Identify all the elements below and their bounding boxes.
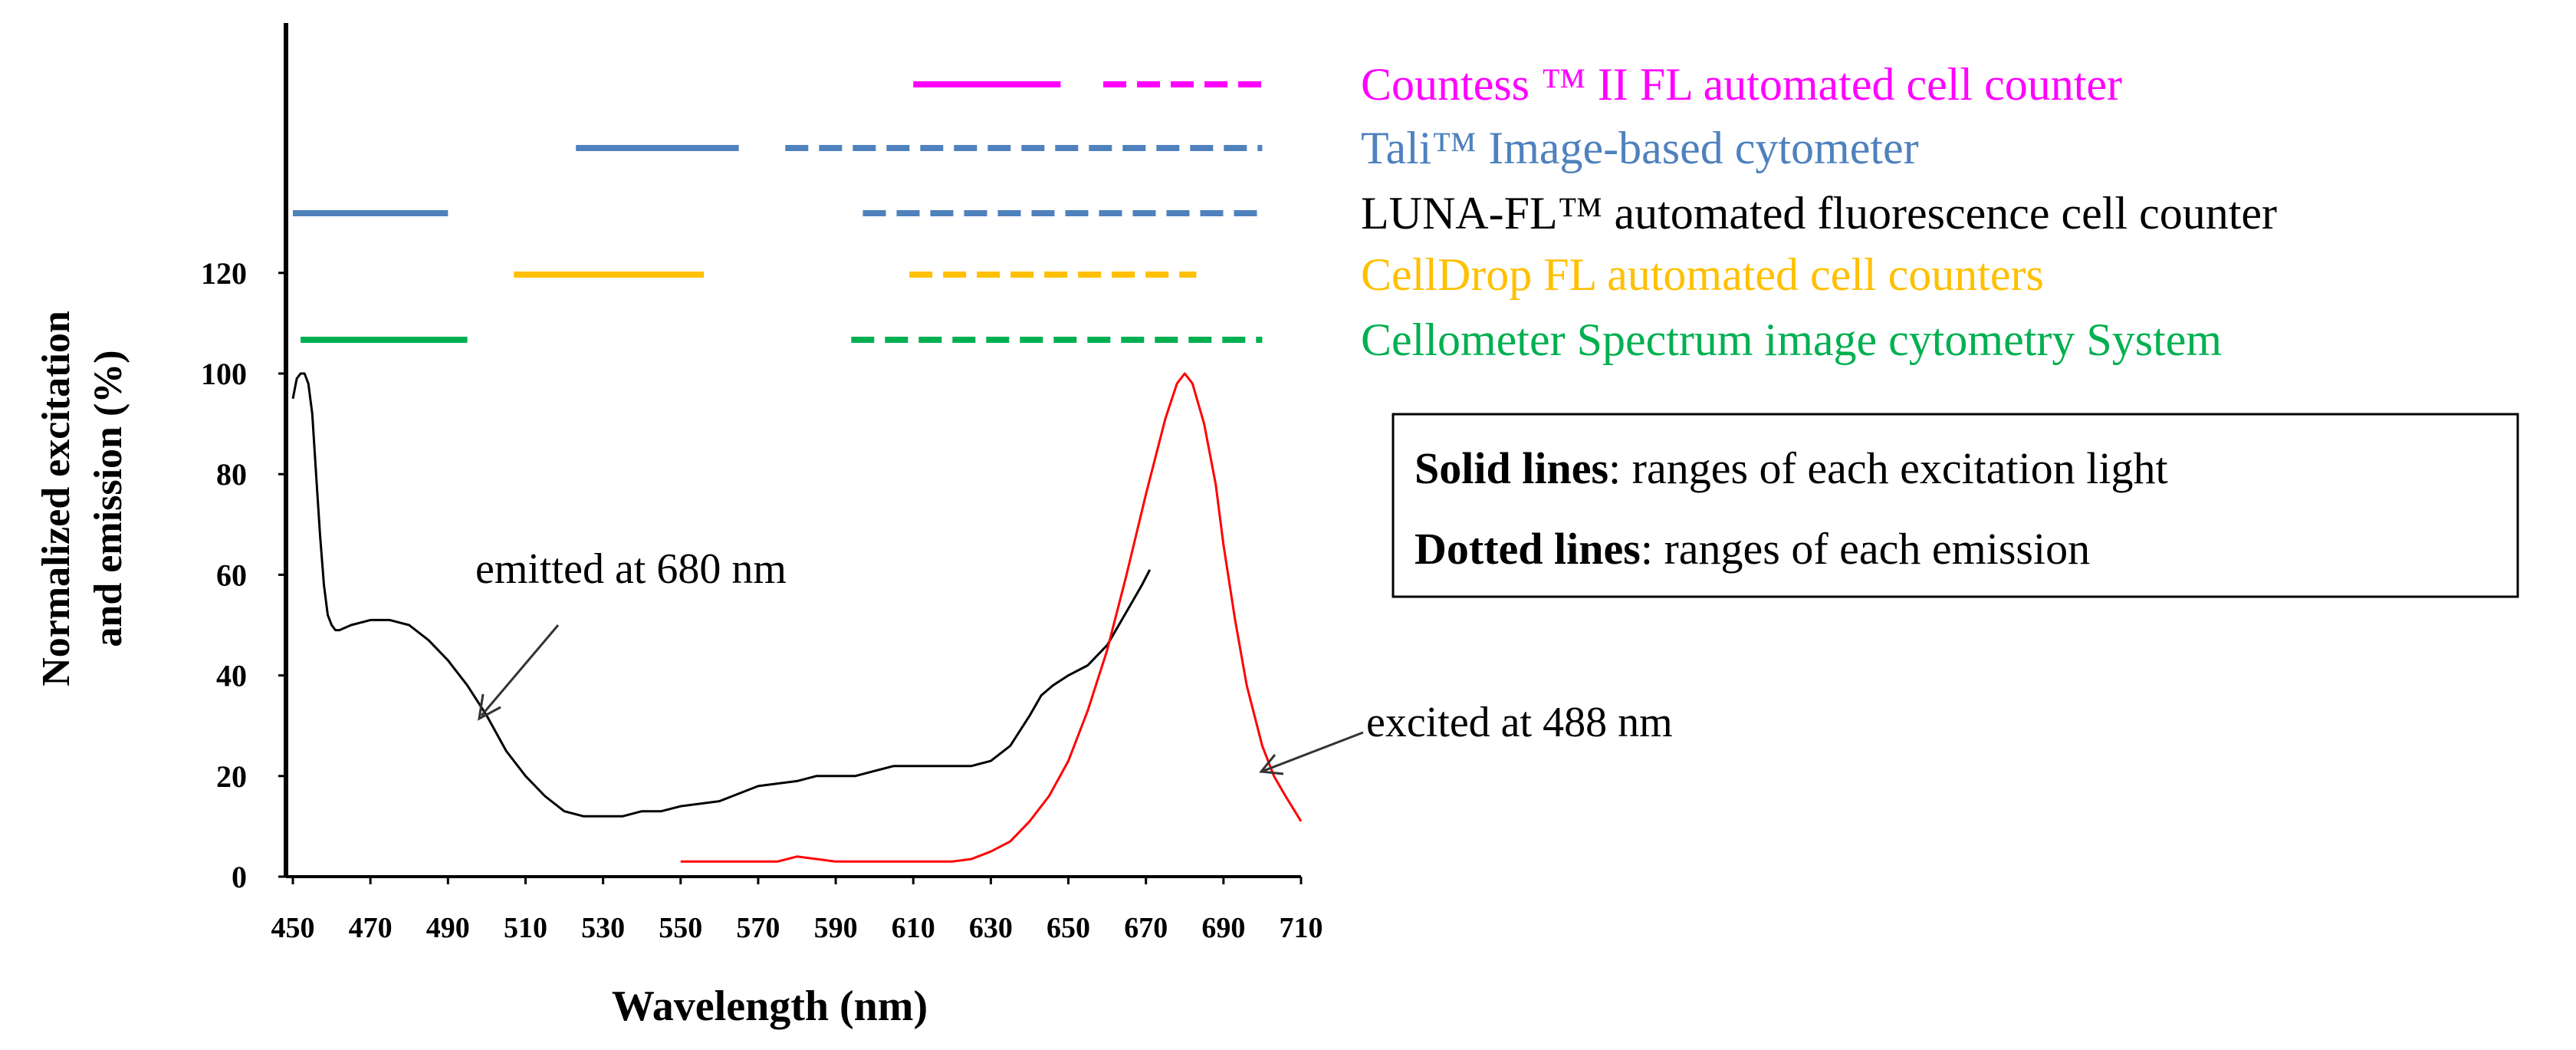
emission-curve	[680, 372, 1303, 863]
y-tick-label: 0	[232, 860, 247, 894]
excitation-curve	[291, 372, 1152, 818]
note-solid-line: Solid lines: ranges of each excitation l…	[1414, 443, 2168, 493]
note-solid-bold: Solid lines	[1414, 443, 1608, 493]
y-axis-label-line-1: Normalized excitation	[34, 311, 78, 686]
x-tick-label: 470	[349, 912, 393, 944]
y-tick-label: 80	[216, 457, 247, 492]
arrow-emitted	[478, 624, 560, 721]
range-legend-label: CellDrop FL automated cell counters	[1361, 249, 2044, 300]
x-tick-label: 510	[504, 912, 547, 944]
range-legend-label: Tali™ Image-based cytometer	[1361, 123, 1919, 173]
annotation-emitted: emitted at 680 nm	[475, 545, 787, 593]
note-solid-rest: : ranges of each excitation light	[1608, 443, 2168, 493]
note-dotted-line: Dotted lines: ranges of each emission	[1414, 524, 2090, 574]
x-tick-label: 550	[659, 912, 702, 944]
note-dotted-rest: : ranges of each emission	[1641, 524, 2090, 574]
y-tick-label: 40	[216, 659, 247, 693]
range-legend-label: LUNA-FL™ automated fluorescence cell cou…	[1361, 188, 2277, 239]
x-tick-label: 650	[1046, 912, 1090, 944]
y-tick-label: 100	[201, 357, 247, 391]
note-box: Solid lines: ranges of each excitation l…	[1392, 413, 2519, 598]
y-tick-label: 60	[216, 558, 247, 592]
y-tick-label: 20	[216, 759, 247, 794]
arrow-excited	[1259, 731, 1364, 775]
x-tick-label: 690	[1201, 912, 1245, 944]
x-tick-label: 590	[814, 912, 858, 944]
note-dotted-bold: Dotted lines	[1414, 524, 1641, 574]
range-legend-label: Countess ™ II FL automated cell counter	[1361, 59, 2122, 110]
x-tick-label: 490	[426, 912, 470, 944]
x-tick-label: 670	[1124, 912, 1168, 944]
x-tick-label: 610	[892, 912, 935, 944]
y-axis-label: Normalized excitation and emission (%)	[34, 311, 130, 686]
annotation-excited: excited at 488 nm	[1366, 699, 1673, 746]
x-tick-label: 450	[271, 912, 315, 944]
range-legend-label: Cellometer Spectrum image cytometry Syst…	[1361, 314, 2222, 365]
x-tick-label: 570	[736, 912, 780, 944]
x-tick-label: 530	[581, 912, 625, 944]
x-tick-label: 630	[969, 912, 1013, 944]
x-tick-label: 710	[1280, 912, 1323, 944]
x-axis-label: Wavelength (nm)	[612, 983, 928, 1030]
note-box-frame	[1392, 413, 2519, 598]
y-axis-label-line-2: and emission (%)	[87, 350, 130, 647]
y-tick-label: 120	[201, 256, 247, 291]
